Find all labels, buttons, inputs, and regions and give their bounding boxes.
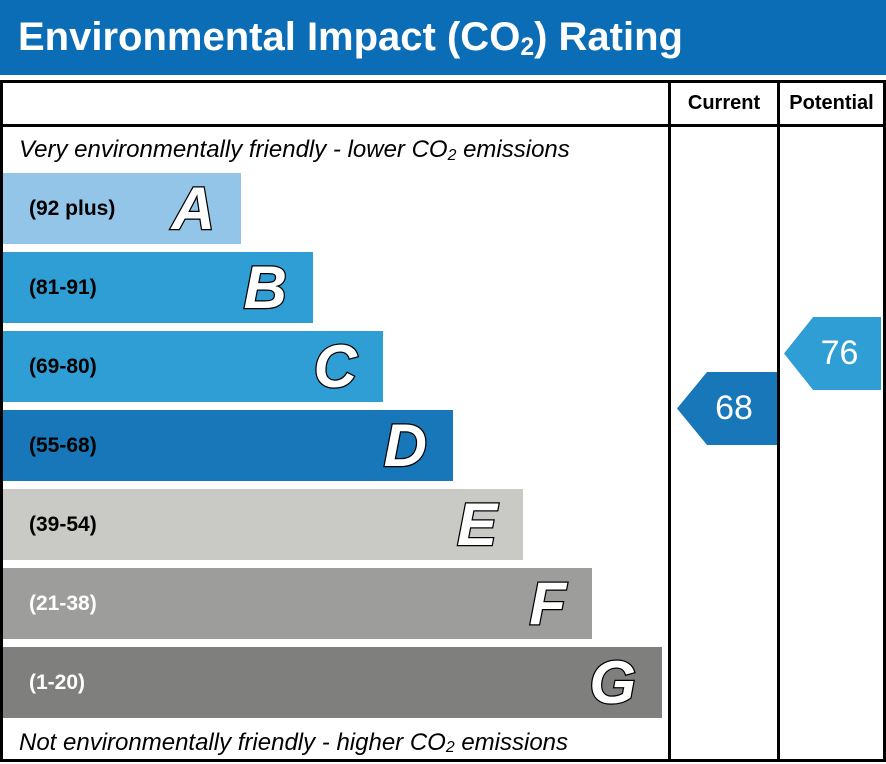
band-range-label: (81-91) xyxy=(29,275,97,299)
current-column-header: Current xyxy=(668,83,777,127)
potential-column-header: Potential xyxy=(777,83,883,127)
title-bar: Environmental Impact (CO2) Rating xyxy=(0,0,886,75)
band-bar-d: (55-68) D xyxy=(3,410,453,481)
title-co2-subscript: 2 xyxy=(520,34,535,62)
band-letter: A xyxy=(170,174,216,242)
current-header-label: Current xyxy=(687,92,761,114)
co2-rating-chart: Current Potential Very environmentally f… xyxy=(0,80,886,762)
band-range-label: (69-80) xyxy=(29,354,97,378)
current-rating-value: 68 xyxy=(715,389,753,427)
band-range-label: (39-54) xyxy=(29,512,97,536)
caption-co2-subscript: 2 xyxy=(447,146,457,164)
top-caption: Very environmentally friendly - lower CO… xyxy=(3,127,668,173)
current-value-column: 68 xyxy=(668,127,777,759)
band-bar-b: (81-91) B xyxy=(3,252,313,323)
current-rating-arrow-icon: 68 xyxy=(677,372,777,445)
bottom-caption: Not environmentally friendly - higher CO… xyxy=(3,726,668,759)
header-spacer-cell xyxy=(3,83,668,127)
band-bar-e: (39-54) E xyxy=(3,489,523,560)
bottom-caption-text: Not environmentally friendly - higher CO… xyxy=(19,728,569,757)
potential-header-label: Potential xyxy=(789,92,874,114)
band-bar-f: (21-38) F xyxy=(3,568,592,639)
band-bar-c: (69-80) C xyxy=(3,331,383,402)
band-scale-column: Very environmentally friendly - lower CO… xyxy=(3,127,668,759)
band-bar-a: (92 plus) A xyxy=(3,173,241,244)
band-range-label: (21-38) xyxy=(29,591,97,615)
band-range-label: (1-20) xyxy=(29,670,86,694)
band-bar-g: (1-20) G xyxy=(3,647,662,718)
potential-rating-arrow-icon: 76 xyxy=(784,317,881,390)
caption-co2-subscript: 2 xyxy=(445,739,455,757)
band-letter: B xyxy=(242,253,288,321)
band-letter: C xyxy=(312,332,358,400)
top-caption-text: Very environmentally friendly - lower CO… xyxy=(19,136,570,164)
band-range-label: (92 plus) xyxy=(29,196,116,220)
page-title: Environmental Impact (CO2) Rating xyxy=(18,15,683,62)
band-letter: F xyxy=(528,569,567,637)
band-range-label: (55-68) xyxy=(29,433,97,457)
band-letter: E xyxy=(456,490,499,558)
potential-rating-value: 76 xyxy=(820,334,859,372)
band-letter: G xyxy=(588,648,637,716)
potential-value-column: 76 xyxy=(777,127,883,759)
band-letter: D xyxy=(382,411,428,479)
